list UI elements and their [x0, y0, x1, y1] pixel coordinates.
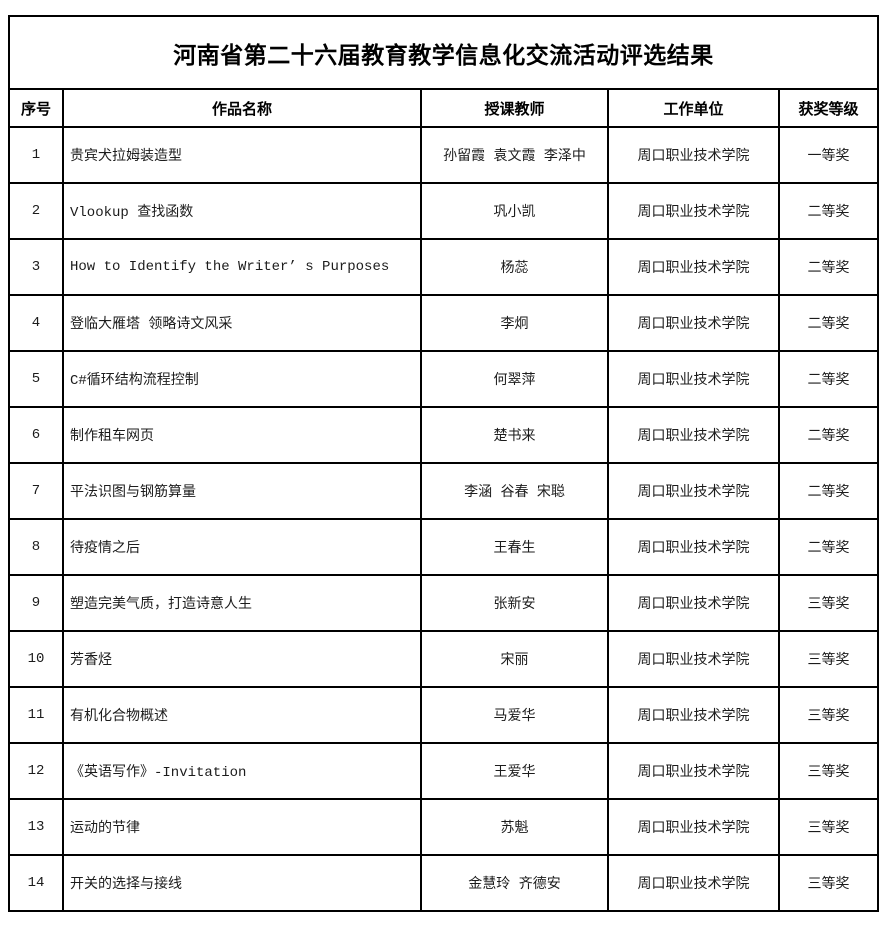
- cell-unit: 周口职业技术学院: [607, 686, 780, 744]
- page-title: 河南省第二十六届教育教学信息化交流活动评选结果: [8, 15, 879, 90]
- cell-teacher: 张新安: [420, 574, 609, 632]
- cell-unit: 周口职业技术学院: [607, 294, 780, 352]
- cell-work-title: C#循环结构流程控制: [62, 350, 422, 408]
- cell-index: 6: [8, 406, 64, 464]
- cell-work-title: Vlookup 查找函数: [62, 182, 422, 240]
- cell-work-title: 制作租车网页: [62, 406, 422, 464]
- cell-unit: 周口职业技术学院: [607, 854, 780, 912]
- column-header-teacher: 授课教师: [420, 88, 609, 128]
- column-header-award: 获奖等级: [778, 88, 879, 128]
- table-row: 9 塑造完美气质，打造诗意人生 张新安 周口职业技术学院 三等奖: [8, 574, 879, 632]
- cell-unit: 周口职业技术学院: [607, 406, 780, 464]
- table-row: 5 C#循环结构流程控制 何翠萍 周口职业技术学院 二等奖: [8, 350, 879, 408]
- cell-unit: 周口职业技术学院: [607, 518, 780, 576]
- cell-teacher: 王爱华: [420, 742, 609, 800]
- cell-award: 三等奖: [778, 686, 879, 744]
- title-row: 河南省第二十六届教育教学信息化交流活动评选结果: [8, 15, 879, 90]
- cell-work-title: 平法识图与钢筋算量: [62, 462, 422, 520]
- cell-index: 5: [8, 350, 64, 408]
- column-header-unit: 工作单位: [607, 88, 780, 128]
- cell-index: 1: [8, 126, 64, 184]
- cell-work-title: 登临大雁塔 领略诗文风采: [62, 294, 422, 352]
- table-row: 8 待疫情之后 王春生 周口职业技术学院 二等奖: [8, 518, 879, 576]
- cell-unit: 周口职业技术学院: [607, 798, 780, 856]
- cell-index: 14: [8, 854, 64, 912]
- cell-teacher: 孙留霞 袁文霞 李泽中: [420, 126, 609, 184]
- header-row: 序号 作品名称 授课教师 工作单位 获奖等级: [8, 88, 879, 128]
- table-row: 2 Vlookup 查找函数 巩小凯 周口职业技术学院 二等奖: [8, 182, 879, 240]
- cell-index: 11: [8, 686, 64, 744]
- cell-award: 二等奖: [778, 518, 879, 576]
- cell-teacher: 杨蕊: [420, 238, 609, 296]
- table-row: 4 登临大雁塔 领略诗文风采 李炯 周口职业技术学院 二等奖: [8, 294, 879, 352]
- cell-unit: 周口职业技术学院: [607, 630, 780, 688]
- cell-work-title: 开关的选择与接线: [62, 854, 422, 912]
- cell-teacher: 李炯: [420, 294, 609, 352]
- cell-work-title: 待疫情之后: [62, 518, 422, 576]
- table-row: 12 《英语写作》-Invitation 王爱华 周口职业技术学院 三等奖: [8, 742, 879, 800]
- cell-work-title: 《英语写作》-Invitation: [62, 742, 422, 800]
- cell-award: 二等奖: [778, 350, 879, 408]
- cell-award: 三等奖: [778, 742, 879, 800]
- cell-award: 二等奖: [778, 182, 879, 240]
- cell-index: 7: [8, 462, 64, 520]
- cell-index: 13: [8, 798, 64, 856]
- cell-award: 三等奖: [778, 630, 879, 688]
- cell-unit: 周口职业技术学院: [607, 462, 780, 520]
- table-row: 10 芳香烃 宋丽 周口职业技术学院 三等奖: [8, 630, 879, 688]
- table-row: 3 How to Identify the Writer’ s Purposes…: [8, 238, 879, 296]
- table-row: 13 运动的节律 苏魁 周口职业技术学院 三等奖: [8, 798, 879, 856]
- cell-teacher: 何翠萍: [420, 350, 609, 408]
- cell-teacher: 马爱华: [420, 686, 609, 744]
- cell-unit: 周口职业技术学院: [607, 238, 780, 296]
- cell-award: 三等奖: [778, 574, 879, 632]
- cell-unit: 周口职业技术学院: [607, 182, 780, 240]
- cell-unit: 周口职业技术学院: [607, 350, 780, 408]
- cell-teacher: 苏魁: [420, 798, 609, 856]
- cell-award: 二等奖: [778, 406, 879, 464]
- cell-award: 二等奖: [778, 238, 879, 296]
- cell-index: 9: [8, 574, 64, 632]
- cell-award: 一等奖: [778, 126, 879, 184]
- table-row: 14 开关的选择与接线 金慧玲 齐德安 周口职业技术学院 三等奖: [8, 854, 879, 912]
- cell-work-title: 运动的节律: [62, 798, 422, 856]
- cell-teacher: 李涵 谷春 宋聪: [420, 462, 609, 520]
- cell-unit: 周口职业技术学院: [607, 742, 780, 800]
- cell-index: 3: [8, 238, 64, 296]
- results-table: 河南省第二十六届教育教学信息化交流活动评选结果 序号 作品名称 授课教师 工作单…: [8, 15, 879, 912]
- table-body: 河南省第二十六届教育教学信息化交流活动评选结果 序号 作品名称 授课教师 工作单…: [8, 15, 879, 912]
- cell-teacher: 王春生: [420, 518, 609, 576]
- cell-work-title: 贵宾犬拉姆装造型: [62, 126, 422, 184]
- cell-teacher: 巩小凯: [420, 182, 609, 240]
- cell-work-title: 芳香烃: [62, 630, 422, 688]
- column-header-no: 序号: [8, 88, 64, 128]
- cell-unit: 周口职业技术学院: [607, 574, 780, 632]
- cell-teacher: 宋丽: [420, 630, 609, 688]
- cell-unit: 周口职业技术学院: [607, 126, 780, 184]
- cell-work-title: 有机化合物概述: [62, 686, 422, 744]
- cell-index: 12: [8, 742, 64, 800]
- cell-index: 10: [8, 630, 64, 688]
- cell-teacher: 金慧玲 齐德安: [420, 854, 609, 912]
- table-row: 6 制作租车网页 楚书来 周口职业技术学院 二等奖: [8, 406, 879, 464]
- cell-index: 2: [8, 182, 64, 240]
- cell-work-title: How to Identify the Writer’ s Purposes: [62, 238, 422, 296]
- cell-teacher: 楚书来: [420, 406, 609, 464]
- cell-index: 8: [8, 518, 64, 576]
- cell-index: 4: [8, 294, 64, 352]
- table-row: 1 贵宾犬拉姆装造型 孙留霞 袁文霞 李泽中 周口职业技术学院 一等奖: [8, 126, 879, 184]
- cell-award: 二等奖: [778, 294, 879, 352]
- cell-work-title: 塑造完美气质，打造诗意人生: [62, 574, 422, 632]
- column-header-work: 作品名称: [62, 88, 422, 128]
- cell-award: 三等奖: [778, 798, 879, 856]
- cell-award: 三等奖: [778, 854, 879, 912]
- table-row: 7 平法识图与钢筋算量 李涵 谷春 宋聪 周口职业技术学院 二等奖: [8, 462, 879, 520]
- cell-award: 二等奖: [778, 462, 879, 520]
- table-row: 11 有机化合物概述 马爱华 周口职业技术学院 三等奖: [8, 686, 879, 744]
